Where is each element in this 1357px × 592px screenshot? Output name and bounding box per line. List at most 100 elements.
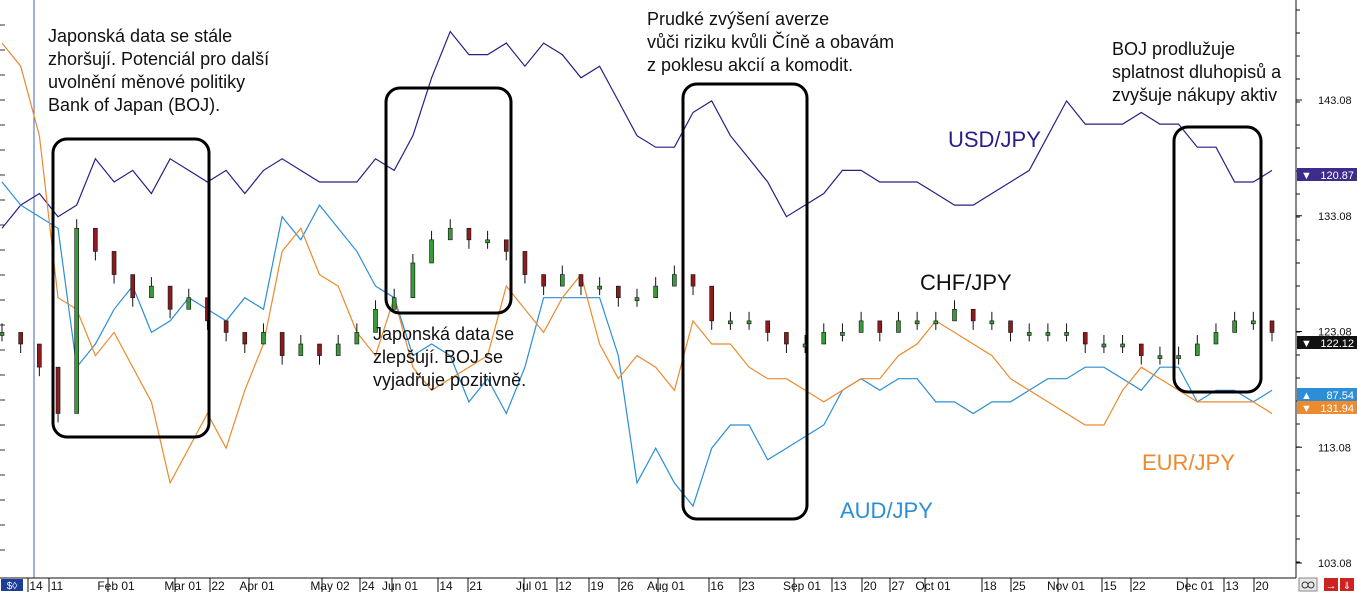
last-value-tag-usd-jpy: ▼ 120.87 <box>1297 168 1357 182</box>
candle-body <box>242 332 248 345</box>
x-tick-label: Jul 01 <box>516 579 548 592</box>
tag-background <box>1297 388 1357 401</box>
tag-arrow-icon: ▼ <box>1301 170 1312 182</box>
candle-body <box>672 274 677 287</box>
candle-body <box>1138 343 1144 356</box>
tag-arrow-icon: ▲ <box>1301 390 1312 402</box>
highlight-box <box>1172 125 1263 394</box>
right-axis: 143.08 133.08 123.08 113.08 103.08 <box>1296 9 1352 570</box>
candle-body <box>1194 343 1200 356</box>
link-icon[interactable] <box>1298 577 1318 592</box>
y-tick-label: 123.08 <box>1318 327 1352 339</box>
candle-body <box>1120 343 1125 348</box>
x-tick-label: 13 <box>833 579 847 592</box>
bottom-axis: 14 11 Feb 01 Mar 01 22 Apr 01 May 02 24 Jun 01 14… <box>27 578 1269 592</box>
candle-body <box>74 227 80 414</box>
x-tick-label: 14 <box>439 579 453 592</box>
candle-body <box>1026 332 1032 336</box>
annotation-line: zhoršují. Potenciál pro další <box>48 49 269 69</box>
candle-body <box>1101 343 1107 348</box>
tag-value: 131.94 <box>1320 403 1354 415</box>
x-tick-label: 19 <box>590 579 604 592</box>
x-tick-label: Jun 01 <box>382 579 418 592</box>
x-tick-label: 21 <box>469 579 483 592</box>
annotation-line: zlepšují. BOJ se <box>373 347 503 367</box>
annotation-line: Bank of Japan (BOJ). <box>48 95 220 115</box>
candle-body <box>914 320 920 325</box>
candle-body <box>223 320 229 333</box>
x-tick-label: 11 <box>51 579 64 592</box>
annotation-line: z poklesu akcií a komodit. <box>647 55 853 75</box>
candle-body <box>933 320 939 325</box>
arrow-right-icon[interactable]: → <box>1324 578 1338 592</box>
y-tick-label: 103.08 <box>1318 558 1352 570</box>
x-tick-label: 13 <box>1225 579 1239 592</box>
candle-body <box>952 308 957 322</box>
candle-body <box>111 251 117 275</box>
x-tick-label: 22 <box>211 579 225 592</box>
x-tick-label: 24 <box>361 579 375 592</box>
candle-body <box>877 320 883 333</box>
candle-body <box>1157 355 1163 359</box>
x-tick-label: 23 <box>741 579 755 592</box>
candle-body <box>1176 355 1181 359</box>
candle-body <box>1232 320 1237 333</box>
tag-value: 122.12 <box>1320 338 1354 350</box>
candle-body <box>130 274 136 299</box>
y-tick-label: 113.08 <box>1318 442 1351 454</box>
candle-body <box>709 285 715 322</box>
candle-body <box>279 332 285 356</box>
y-tick-label: 143.08 <box>1318 95 1352 107</box>
annotation-line: Japonská data se <box>373 324 514 344</box>
candle-body <box>653 285 658 299</box>
candle-body <box>578 274 584 287</box>
candle-body <box>616 285 621 299</box>
candle-body <box>354 332 360 345</box>
chart-menu-icon[interactable]: ⇓ <box>1340 578 1354 592</box>
x-tick-label: 22 <box>1132 579 1146 592</box>
candle-body <box>335 343 341 356</box>
tag-arrow-icon: ▼ <box>1301 338 1312 350</box>
series-label-usd-jpy: USD/JPY <box>948 127 1041 152</box>
candle-body <box>1082 332 1088 345</box>
candle-body <box>466 227 472 241</box>
tag-arrow-icon: ▼ <box>1301 403 1312 415</box>
candle-body <box>0 332 5 336</box>
x-tick-label: 27 <box>891 579 905 592</box>
chf-jpy-candles <box>0 219 1275 423</box>
annotation-line: vyjadřuje pozitivně. <box>373 370 526 390</box>
candle-body <box>186 297 192 310</box>
y-tick-label: 133.08 <box>1318 211 1352 223</box>
annotation-line: splatnost dluhopisů a <box>1112 62 1282 82</box>
annotations: Japonská data se stále zhoršují. Potenciá… <box>48 9 1282 390</box>
candle-body <box>167 285 173 310</box>
x-tick-label: 25 <box>1012 579 1026 592</box>
candle-body <box>1269 320 1275 333</box>
currency-toggle-button[interactable]: $◊ <box>1 579 23 592</box>
highlight-boxes <box>51 82 1263 521</box>
annotation-line: uvolnění měnové politiky <box>48 72 245 92</box>
x-tick-label: 20 <box>863 579 877 592</box>
annotation-line: zvyšuje nákupy aktiv <box>1112 85 1277 105</box>
candle-body <box>634 297 640 302</box>
x-tick-label: Feb 01 <box>97 579 135 592</box>
candle-body <box>1251 320 1256 325</box>
candle-body <box>746 320 752 325</box>
x-tick-label: Dec 01 <box>1176 579 1214 592</box>
candle-body <box>597 285 602 290</box>
tag-value: 87.54 <box>1326 390 1354 402</box>
candle-body <box>298 343 304 356</box>
x-tick-label: 26 <box>620 579 634 592</box>
series-line-eur-jpy <box>1 42 1273 485</box>
x-tick-label: Sep 01 <box>783 579 821 592</box>
candle-body <box>317 343 322 356</box>
candle-body <box>391 297 397 310</box>
x-tick-label: 16 <box>710 579 724 592</box>
candle-body <box>447 227 453 241</box>
last-value-tag-aud-jpy: ▲ 87.54 <box>1297 388 1357 402</box>
x-tick-label: 15 <box>1103 579 1117 592</box>
candle-body <box>559 274 565 287</box>
tag-background <box>1297 401 1357 414</box>
candle-body <box>261 332 266 345</box>
